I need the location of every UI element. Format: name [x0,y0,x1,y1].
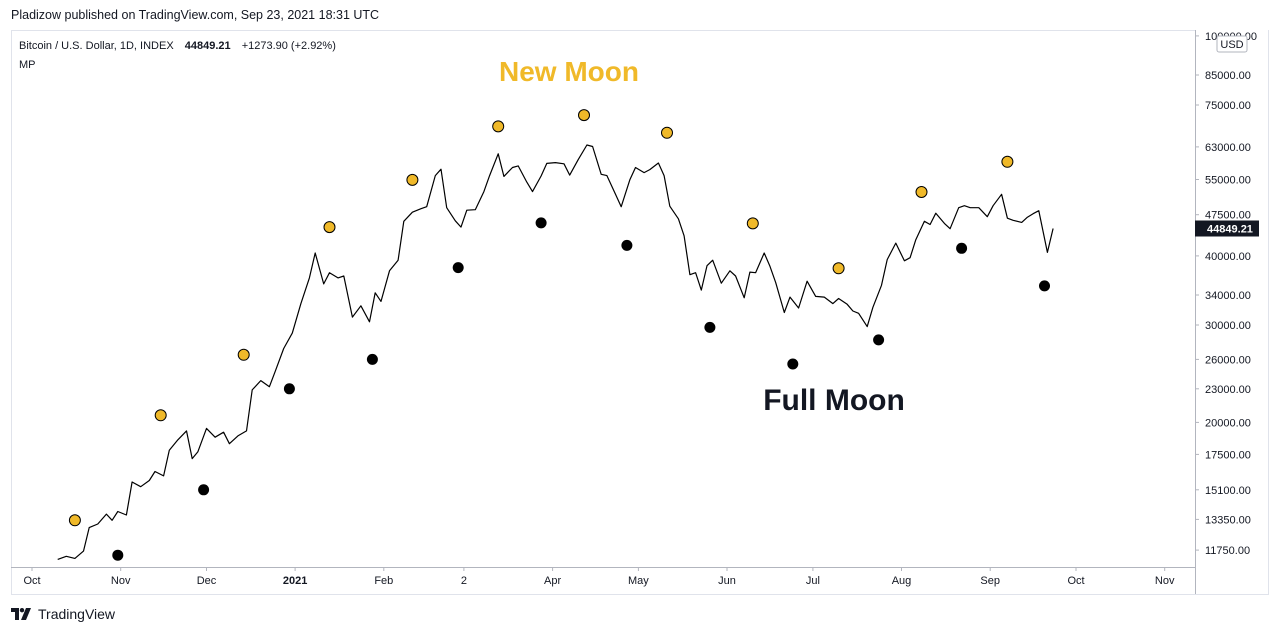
new-moon-marker [915,186,928,198]
full-moon-marker [283,383,295,395]
legend-indicator: MP [19,59,36,71]
new-moon-marker [237,348,250,361]
price-tick-label: 40000.00 [1205,251,1251,263]
price-tick-label: 23000.00 [1205,384,1251,396]
new-moon-marker [406,173,419,186]
price-tick-label: 75000.00 [1205,100,1251,112]
price-tick-label: 34000.00 [1205,290,1251,302]
full-moon-marker [112,549,124,561]
price-line-group [57,144,1054,560]
last-price-badge: 44849.21 [1195,220,1259,237]
time-tick-label: Sep [980,575,1000,587]
price-tick-label: 30000.00 [1205,320,1251,332]
last-price-box [1195,220,1259,237]
full-moon-marker [704,321,716,333]
chart-frame [11,30,1269,595]
time-tick-label: May [628,575,649,587]
legend: Bitcoin / U.S. Dollar, 1D, INDEX 44849.2… [19,40,336,71]
full-moon-marker [873,334,885,346]
time-tick-label: Nov [1155,575,1175,587]
time-axis[interactable]: Oct Nov Dec 2021 Feb 2 Apr May Jun Jul Aug Sep Oct No… [23,567,1175,587]
time-tick-label: Oct [1067,575,1084,587]
new-moon-marker [661,126,673,139]
price-tick-label: 17500.00 [1205,449,1251,461]
full-moon-marker [621,239,633,251]
new-moon-marker [154,409,167,422]
legend-price: 44849.21 [185,40,231,52]
time-tick-label: Feb [374,575,393,587]
new-moon-markers [68,109,1014,527]
new-moon-annotation: New Moon [499,56,639,87]
last-price-value: 44849.21 [1207,224,1253,236]
full-moon-marker [787,358,799,370]
new-moon-marker [578,109,590,122]
new-moon-marker [68,514,81,527]
full-moon-markers [112,217,1050,561]
currency-box [1216,35,1248,53]
new-moon-marker [323,221,336,234]
tradingview-logo-icon [11,608,31,620]
price-tick-label: 20000.00 [1205,417,1251,429]
price-series-line [57,144,1054,560]
time-tick-label: Jun [718,575,736,587]
price-axis[interactable]: 100000.0085000.0075000.0063000.0055000.0… [1195,31,1257,557]
new-moon-marker [832,262,845,275]
legend-line: Bitcoin / U.S. Dollar, 1D, INDEX 44849.2… [19,40,336,52]
time-tick-label: Dec [197,575,217,587]
full-moon-marker [452,262,464,274]
time-tick-label: Oct [23,575,40,587]
published-info: Pladizow published on TradingView.com, S… [11,8,380,22]
full-moon-marker [198,484,210,496]
brand-name: TradingView [38,606,116,622]
price-tick-label: 63000.00 [1205,142,1251,154]
currency-text: USD [1220,39,1243,51]
currency-label[interactable]: USD [1216,35,1248,53]
full-moon-marker [366,353,378,365]
full-moon-marker [1039,280,1050,292]
price-tick-label: 15100.00 [1205,485,1251,497]
legend-change: +1273.90 (+2.92%) [242,40,336,52]
price-tick-label: 55000.00 [1205,175,1251,187]
price-tick-label: 85000.00 [1205,70,1251,82]
price-tick-label: 13350.00 [1205,514,1251,526]
full-moon-marker [956,242,968,254]
price-tick-label: 47500.00 [1205,210,1251,222]
time-tick-label: 2021 [283,575,307,587]
time-tick-label: Jul [806,575,820,587]
time-tick-label: Aug [892,575,912,587]
price-tick-label: 26000.00 [1205,354,1251,366]
time-tick-label: Apr [544,575,561,587]
new-moon-marker [1001,155,1014,168]
new-moon-marker [746,217,759,230]
time-tick-label: Nov [111,575,131,587]
full-moon-marker [535,217,547,229]
new-moon-marker [492,120,505,133]
time-tick-label: 2 [461,575,467,587]
full-moon-annotation: Full Moon [763,384,905,417]
legend-symbol: Bitcoin / U.S. Dollar, 1D, INDEX [19,40,174,52]
price-tick-label: 11750.00 [1205,545,1250,557]
tradingview-brand[interactable]: TradingView [11,606,115,622]
